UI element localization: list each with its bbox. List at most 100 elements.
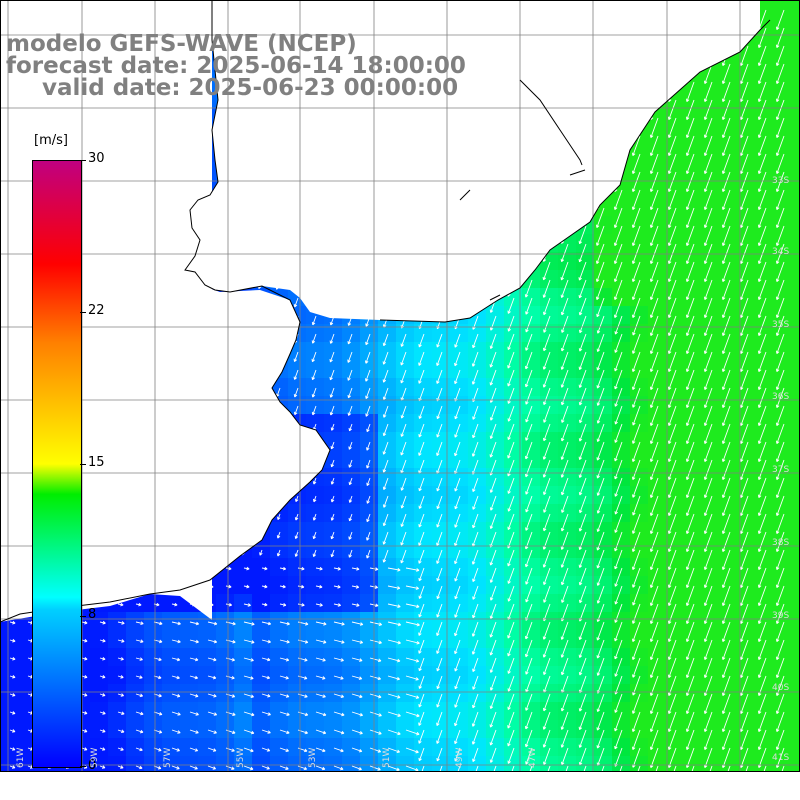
wind-arrow [400,441,407,456]
wind-arrow [489,657,497,673]
wind-cell [378,360,396,378]
wind-arrow [257,207,263,218]
wind-arrow [25,351,29,358]
wind-cell [666,108,684,126]
wind-cell [720,324,738,342]
wind-arrow [435,27,443,46]
wind-arrow [418,567,425,582]
wind-cell [90,702,108,720]
wind-cell [630,360,648,378]
wind-cell [414,540,432,558]
wind-arrow [721,441,731,462]
wind-arrow [347,333,353,345]
wind-cell [378,414,396,432]
wind-arrow [613,153,623,174]
wind-arrow [757,63,767,84]
wind-cell [702,558,720,576]
wind-arrow [757,99,767,120]
wind-arrow [453,153,461,170]
wind-cell [702,288,720,306]
wind-cell [666,504,684,522]
wind-cell [108,630,126,648]
wind-arrow [595,207,605,228]
wind-arrow [115,315,119,322]
wind-arrow [631,261,641,282]
wind-arrow [97,207,101,214]
wind-arrow [276,549,281,557]
wind-cell [702,468,720,486]
wind-cell [666,216,684,234]
wind-arrow [135,657,143,661]
wind-arrow [9,638,16,643]
wind-arrow [596,567,605,586]
wind-arrow [329,297,335,308]
wind-cell [126,666,144,684]
wind-cell [738,180,756,198]
wind-arrow [97,549,101,556]
wind-cell [306,576,324,594]
wind-cell [414,558,432,576]
wind-arrow [418,243,425,259]
wind-arrow [454,531,461,547]
wind-cell [666,414,684,432]
wind-arrow [400,243,407,258]
wind-cell [684,432,702,450]
wind-arrow [595,99,605,120]
wind-cell [450,396,468,414]
wind-cell [378,720,396,738]
wind-arrow [115,225,119,232]
wind-arrow [240,261,245,271]
wind-arrow [523,9,533,30]
wind-arrow [507,315,515,332]
wind-cell [468,450,486,468]
wind-arrow [578,369,587,388]
wind-arrow [258,387,263,397]
wind-cell [630,252,648,270]
wind-arrow [613,117,623,138]
wind-arrow [685,495,695,516]
wind-arrow [596,315,605,334]
wind-arrow [99,584,106,589]
wind-arrow [186,117,191,127]
wind-cell [504,630,522,648]
wind-cell [792,648,800,666]
wind-arrow [631,279,641,300]
wind-arrow [382,513,389,527]
wind-arrow [703,657,713,678]
wind-cell [756,702,774,720]
wind-cell [504,468,522,486]
wind-cell [738,234,756,252]
wind-arrow [685,153,695,174]
wind-cell [666,738,684,756]
wind-arrow [97,513,101,520]
wind-arrow [596,657,605,676]
wind-arrow [293,261,299,273]
wind-cell [108,612,126,630]
wind-arrow [400,369,407,384]
wind-cell [522,594,540,612]
wind-cell [342,396,360,414]
wind-arrow [703,207,713,228]
wind-arrow [703,63,713,84]
wind-cell [396,342,414,360]
wind-arrow [328,117,335,131]
wind-cell [360,486,378,504]
wind-cell [504,576,522,594]
wind-arrow [632,567,641,588]
wind-cell [648,198,666,216]
wind-arrow [171,602,178,607]
wind-arrow [168,351,173,359]
wind-arrow [577,45,587,66]
wind-cell [666,234,684,252]
wind-cell [540,342,558,360]
wind-arrow [241,441,245,448]
wind-cell [576,720,594,738]
wind-arrow [721,63,731,84]
wind-cell [450,522,468,540]
wind-arrow [399,27,407,45]
wind-cell [396,666,414,684]
wind-arrow [279,602,287,607]
wind-cell [792,306,800,324]
wind-arrow [346,81,353,96]
wind-arrow [667,189,677,210]
